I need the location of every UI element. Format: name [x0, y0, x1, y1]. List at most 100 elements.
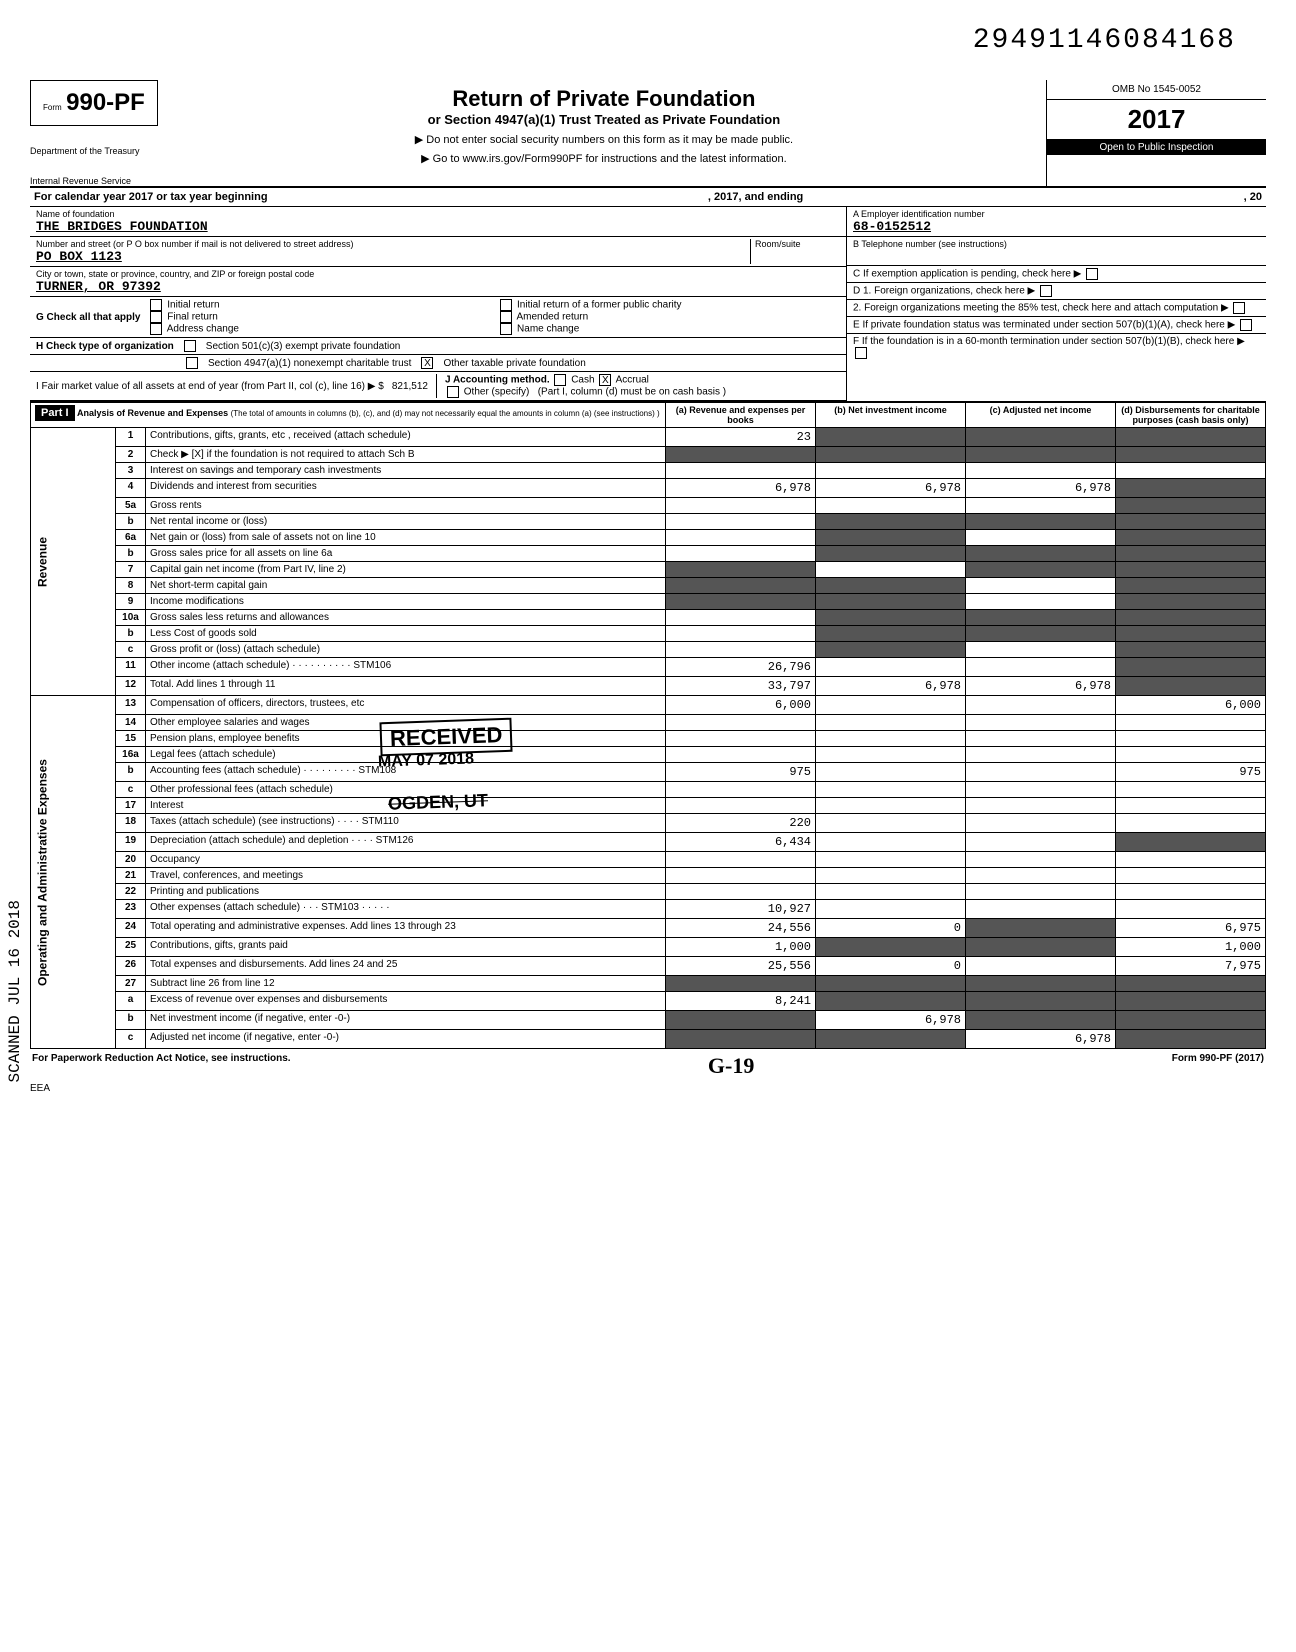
amount-cell-b [816, 514, 966, 530]
row-number: 16a [116, 747, 146, 763]
amount-cell-a: 220 [666, 814, 816, 833]
amount-cell-d [1116, 463, 1266, 479]
amount-cell-a [666, 1011, 816, 1030]
g-opt-0: Initial return [167, 300, 219, 311]
checkbox-name-change[interactable] [500, 323, 512, 335]
foundation-name: THE BRIDGES FOUNDATION [36, 219, 840, 234]
row-description: Net gain or (loss) from sale of assets n… [146, 530, 666, 546]
ein-label: A Employer identification number [853, 209, 1260, 219]
row-description: Accounting fees (attach schedule) · · · … [146, 763, 666, 782]
amount-cell-c [966, 715, 1116, 731]
form-number-box: Form 990-PF [30, 80, 158, 126]
part1-title: Analysis of Revenue and Expenses [77, 408, 228, 418]
amount-cell-b: 6,978 [816, 1011, 966, 1030]
amount-cell-d [1116, 782, 1266, 798]
name-label: Name of foundation [36, 209, 840, 219]
checkbox-cash[interactable] [554, 374, 566, 386]
row-description: Adjusted net income (if negative, enter … [146, 1030, 666, 1049]
row-number: 9 [116, 594, 146, 610]
row-number: b [116, 763, 146, 782]
row-description: Contributions, gifts, grants, etc , rece… [146, 428, 666, 447]
amount-cell-a [666, 852, 816, 868]
amount-cell-d [1116, 610, 1266, 626]
checkbox-initial-return[interactable] [150, 299, 162, 311]
amount-cell-a: 6,434 [666, 833, 816, 852]
amount-cell-c [966, 696, 1116, 715]
checkbox-f[interactable] [855, 347, 867, 359]
checkbox-e[interactable] [1240, 319, 1252, 331]
col-b-header: (b) Net investment income [816, 403, 966, 428]
checkbox-c[interactable] [1086, 268, 1098, 280]
amount-cell-c [966, 798, 1116, 814]
amount-cell-a [666, 594, 816, 610]
row-number: 21 [116, 868, 146, 884]
amount-cell-b: 6,978 [816, 479, 966, 498]
checkbox-address-change[interactable] [150, 323, 162, 335]
table-row: 26Total expenses and disbursements. Add … [31, 957, 1266, 976]
amount-cell-b [816, 696, 966, 715]
table-row: 12Total. Add lines 1 through 1133,7976,9… [31, 677, 1266, 696]
amount-cell-c [966, 782, 1116, 798]
amount-cell-a [666, 578, 816, 594]
amount-cell-b [816, 798, 966, 814]
amount-cell-d [1116, 530, 1266, 546]
h-opt-2: Section 4947(a)(1) nonexempt charitable … [208, 358, 411, 369]
row-number: 11 [116, 658, 146, 677]
form-subtitle: or Section 4947(a)(1) Trust Treated as P… [172, 112, 1036, 127]
table-row: 10aGross sales less returns and allowanc… [31, 610, 1266, 626]
row-number: b [116, 626, 146, 642]
amount-cell-c [966, 852, 1116, 868]
amount-cell-c [966, 447, 1116, 463]
checkbox-final-return[interactable] [150, 311, 162, 323]
row-description: Total. Add lines 1 through 11 [146, 677, 666, 696]
amount-cell-c [966, 463, 1116, 479]
row-description: Taxes (attach schedule) (see instruction… [146, 814, 666, 833]
table-row: Revenue1Contributions, gifts, grants, et… [31, 428, 1266, 447]
cal-year-mid: , 2017, and ending [708, 191, 803, 203]
amount-cell-d [1116, 514, 1266, 530]
amount-cell-b [816, 938, 966, 957]
amount-cell-d [1116, 447, 1266, 463]
amount-cell-d [1116, 884, 1266, 900]
table-row: 8Net short-term capital gain [31, 578, 1266, 594]
amount-cell-a: 26,796 [666, 658, 816, 677]
part1-badge: Part I [35, 405, 75, 421]
amount-cell-a [666, 715, 816, 731]
amount-cell-d [1116, 852, 1266, 868]
row-description: Net investment income (if negative, ente… [146, 1011, 666, 1030]
amount-cell-b [816, 747, 966, 763]
checkbox-4947[interactable] [186, 357, 198, 369]
checkbox-accrual[interactable]: X [599, 374, 611, 386]
j-label: J Accounting method. [445, 375, 550, 386]
h-label: H Check type of organization [36, 341, 174, 352]
amount-cell-a [666, 562, 816, 578]
row-number: b [116, 1011, 146, 1030]
row-description: Total expenses and disbursements. Add li… [146, 957, 666, 976]
amount-cell-b [816, 626, 966, 642]
table-row: cAdjusted net income (if negative, enter… [31, 1030, 1266, 1049]
amount-cell-c: 6,978 [966, 479, 1116, 498]
amount-cell-c [966, 731, 1116, 747]
amount-cell-c [966, 658, 1116, 677]
table-row: bNet investment income (if negative, ent… [31, 1011, 1266, 1030]
row-number: 23 [116, 900, 146, 919]
row-description: Other income (attach schedule) · · · · ·… [146, 658, 666, 677]
row-description: Compensation of officers, directors, tru… [146, 696, 666, 715]
col-c-header: (c) Adjusted net income [966, 403, 1116, 428]
checkbox-former-charity[interactable] [500, 299, 512, 311]
amount-cell-a [666, 747, 816, 763]
checkbox-other-taxable[interactable]: X [421, 357, 433, 369]
amount-cell-c [966, 594, 1116, 610]
amount-cell-d [1116, 479, 1266, 498]
i-label: I Fair market value of all assets at end… [36, 381, 384, 392]
checkbox-amended[interactable] [500, 311, 512, 323]
dept-treasury: Department of the Treasury [30, 146, 162, 156]
row-number: 14 [116, 715, 146, 731]
table-row: Operating and Administrative Expenses13C… [31, 696, 1266, 715]
checkbox-501c3[interactable] [184, 340, 196, 352]
checkbox-d2[interactable] [1233, 302, 1245, 314]
checkbox-other-method[interactable] [447, 386, 459, 398]
checkbox-d1[interactable] [1040, 285, 1052, 297]
amount-cell-c [966, 833, 1116, 852]
amount-cell-d [1116, 658, 1266, 677]
